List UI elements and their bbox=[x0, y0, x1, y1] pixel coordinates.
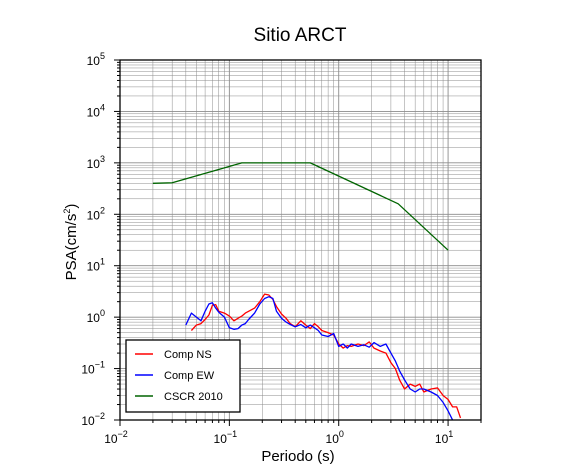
y-axis-title-superscript: 2 bbox=[62, 209, 72, 214]
y-tick-label: 100 bbox=[87, 308, 105, 325]
x-tick-label: 100 bbox=[326, 429, 344, 446]
x-tick-label: 10−1 bbox=[214, 429, 238, 446]
y-tick-label-base: 10 bbox=[81, 363, 95, 377]
legend-label: Comp NS bbox=[164, 349, 212, 361]
x-tick-label-exponent: 0 bbox=[339, 429, 344, 439]
chart-title: Sitio ARCT bbox=[254, 25, 347, 46]
y-tick-label-base: 10 bbox=[87, 54, 101, 68]
y-tick-label: 101 bbox=[87, 257, 105, 274]
y-axis-title-tail: ) bbox=[63, 204, 80, 209]
y-tick-label-exponent: 5 bbox=[100, 51, 105, 61]
x-tick-label: 101 bbox=[435, 429, 453, 446]
legend-label: Comp EW bbox=[164, 370, 215, 382]
y-tick-label: 10−2 bbox=[81, 411, 105, 428]
series-layer bbox=[152, 162, 462, 420]
y-tick-label-exponent: 0 bbox=[100, 308, 105, 318]
x-tick-label-exponent: −2 bbox=[118, 429, 128, 439]
grid bbox=[119, 59, 482, 421]
x-tick-label-base: 10 bbox=[326, 432, 340, 446]
y-tick-label-exponent: 2 bbox=[100, 205, 105, 215]
legend-label: CSCR 2010 bbox=[164, 391, 223, 403]
y-axis-title: PSA(cm/s2) bbox=[62, 204, 80, 281]
series-line bbox=[190, 293, 462, 419]
y-tick-label-exponent: −1 bbox=[95, 360, 105, 370]
y-tick-label: 103 bbox=[87, 154, 105, 171]
y-tick-label-base: 10 bbox=[87, 311, 101, 325]
x-tick-label-base: 10 bbox=[104, 432, 118, 446]
y-tick-label: 104 bbox=[87, 102, 105, 119]
y-tick-label-base: 10 bbox=[87, 157, 101, 171]
y-tick-label-base: 10 bbox=[81, 414, 95, 428]
y-tick-label-base: 10 bbox=[87, 260, 101, 274]
y-tick-label-base: 10 bbox=[87, 105, 101, 119]
x-tick-label-base: 10 bbox=[435, 432, 449, 446]
y-tick-label: 105 bbox=[87, 51, 105, 68]
y-axis-title-base: PSA(cm/s bbox=[63, 214, 80, 281]
y-tick-label-exponent: 3 bbox=[100, 154, 105, 164]
y-tick-label: 10−1 bbox=[81, 360, 105, 377]
y-tick-label: 102 bbox=[87, 205, 105, 222]
plot-frame bbox=[119, 59, 482, 421]
x-axis-title: Periodo (s) bbox=[261, 448, 334, 465]
legend: Comp NS Comp EW CSCR 2010 bbox=[125, 339, 241, 413]
x-tick-label-exponent: 1 bbox=[448, 429, 453, 439]
legend-box bbox=[125, 339, 241, 413]
x-tick-label-exponent: −1 bbox=[227, 429, 237, 439]
y-tick-label-exponent: −2 bbox=[95, 411, 105, 421]
series-line bbox=[152, 162, 449, 251]
series-line bbox=[185, 296, 454, 420]
y-tick-label-base: 10 bbox=[87, 208, 101, 222]
x-axis: 10−2 10−1 100 101 bbox=[104, 420, 482, 446]
y-tick-label-exponent: 4 bbox=[100, 102, 105, 112]
x-tick-label: 10−2 bbox=[104, 429, 128, 446]
y-tick-label-exponent: 1 bbox=[100, 257, 105, 267]
x-tick-label-base: 10 bbox=[214, 432, 228, 446]
